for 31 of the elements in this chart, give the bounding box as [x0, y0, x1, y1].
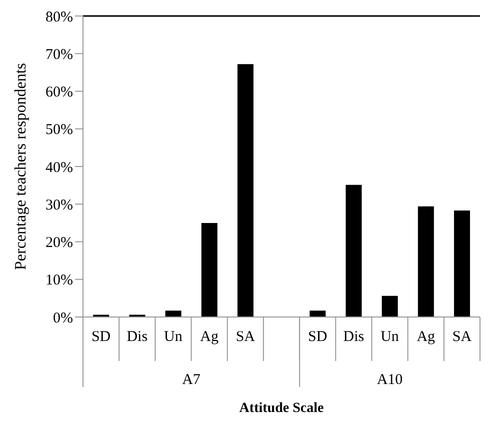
bar: [201, 222, 218, 317]
text: A7: [182, 372, 201, 388]
bar: [454, 210, 470, 317]
x-tick-label: Un: [164, 329, 183, 345]
y-tick-label: 70%: [46, 46, 73, 63]
x-tick-label: Un: [380, 329, 400, 345]
bar: [310, 310, 326, 317]
y-tick-label: 60%: [46, 84, 73, 101]
x-tick-label: Dis: [343, 329, 364, 345]
bar: [382, 296, 398, 317]
x-tick-label: SA: [452, 329, 472, 345]
bar: [346, 184, 362, 317]
y-tick-label: 20%: [46, 235, 73, 252]
x-tick-label: Ag: [416, 329, 436, 345]
x-tick-label: Dis: [126, 329, 148, 345]
text: A10: [376, 372, 403, 388]
x-tick-label: SD: [91, 329, 111, 345]
x-tick-label: SD: [308, 329, 328, 345]
bar: [165, 310, 182, 317]
x-tick-label: Ag: [200, 329, 219, 345]
y-tick-label: 50%: [46, 122, 73, 138]
y-tick-label: 40%: [46, 160, 73, 176]
y-tick-label: 0%: [53, 310, 73, 326]
x-tick-label: SA: [236, 329, 256, 345]
x-axis-title: Attitude Scale: [239, 401, 324, 416]
bar: [237, 64, 254, 317]
y-tick-label: 10%: [46, 272, 73, 289]
y-axis-title: Percentage teachers respondents: [12, 62, 30, 270]
y-tick-label: 80%: [46, 9, 73, 26]
bar: [418, 206, 434, 317]
y-tick-label: 30%: [46, 197, 73, 214]
